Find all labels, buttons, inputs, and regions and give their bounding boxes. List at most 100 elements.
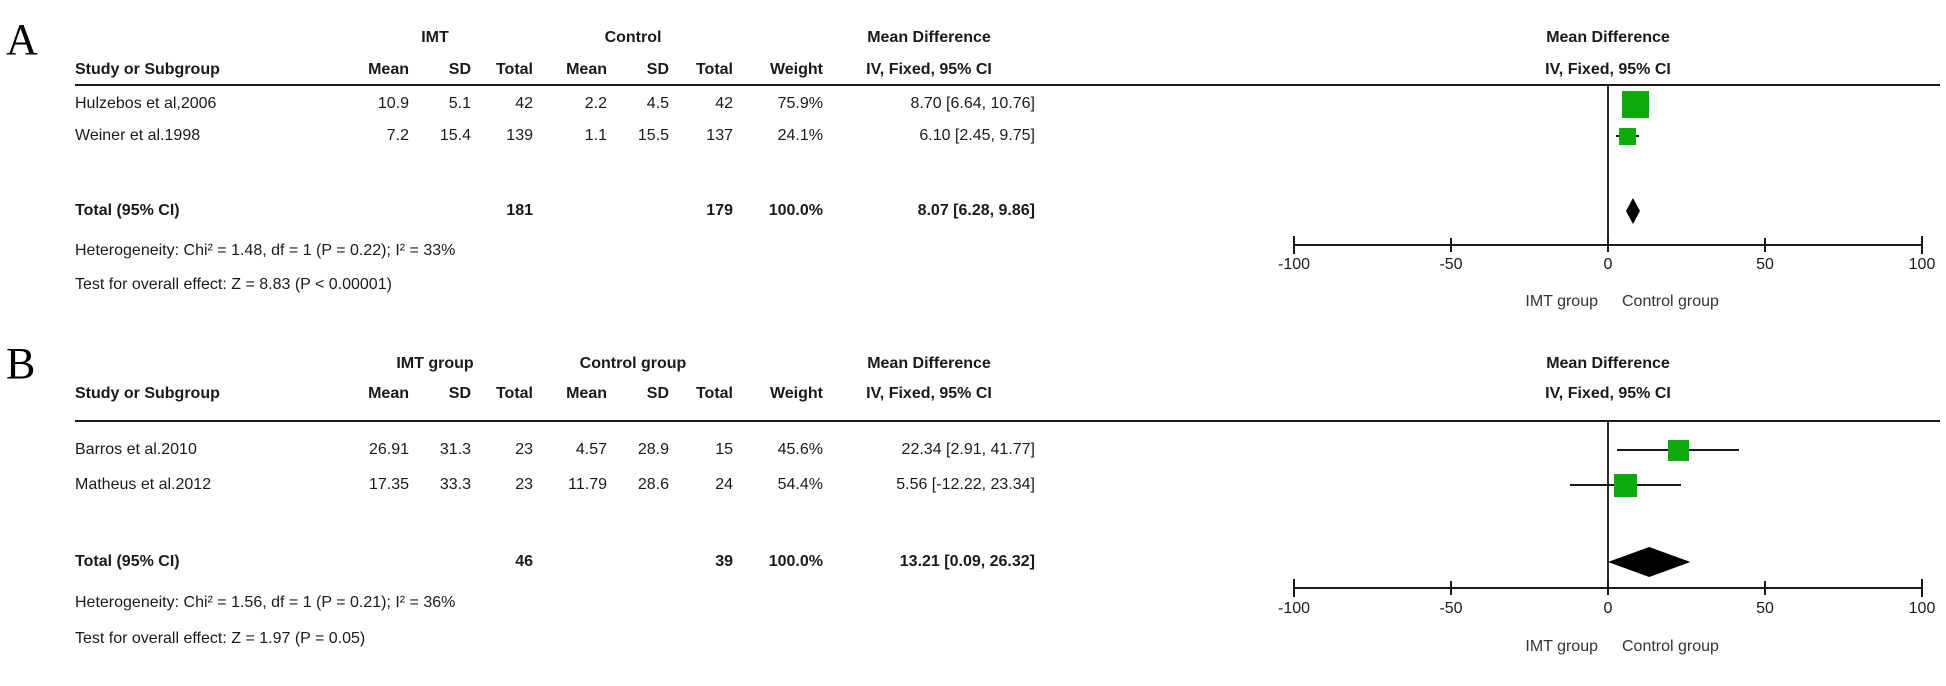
col-weight-header: Weight [769, 385, 823, 402]
study-weight: 45.6% [777, 441, 823, 458]
axis-tick [1450, 238, 1452, 252]
imt-total: 23 [515, 476, 533, 493]
effect-square [1667, 439, 1689, 461]
spacer [733, 352, 823, 376]
axis-left-group-label: IMT group [1525, 293, 1598, 310]
control-total-sum: 39 [715, 553, 733, 570]
imt-sd: 5.1 [448, 95, 471, 112]
column-header-row: Study or Subgroup Mean SD Total Mean SD … [75, 58, 1035, 82]
imt-total: 23 [515, 441, 533, 458]
mean-difference-ci: 6.10 [2.45, 9.75] [919, 127, 1035, 144]
plot-header: Mean Difference IV, Fixed, 95% CI [1545, 26, 1671, 82]
axis-tick-label: -100 [1277, 256, 1311, 273]
axis-tick-label: 0 [1603, 600, 1613, 617]
study-weight: 75.9% [777, 95, 823, 112]
header-underline [75, 84, 1940, 86]
col-total-header: Total [495, 385, 533, 402]
table-row-study: Weiner et al.1998 7.2 15.4 139 1.1 15.5 … [75, 124, 1035, 148]
study-name: Weiner et al.1998 [75, 127, 201, 144]
total-weight: 100.0% [768, 202, 823, 219]
control-total: 24 [715, 476, 733, 493]
axis-right-group-label: Control group [1622, 293, 1719, 310]
spacer [75, 352, 337, 376]
imt-mean: 26.91 [368, 441, 409, 458]
group1-header: IMT [421, 29, 449, 46]
axis-tick-label: 100 [1908, 600, 1936, 617]
study-name: Hulzebos et al,2006 [75, 95, 217, 112]
table-row-study: Matheus et al.2012 17.35 33.3 23 11.79 2… [75, 473, 1035, 497]
col-study-header: Study or Subgroup [75, 385, 220, 402]
col-mean-header: Mean [368, 385, 409, 402]
forest-plot-area: Mean Difference IV, Fixed, 95% CI -100 -5… [1278, 0, 1935, 330]
mean-difference-ci: 8.70 [6.64, 10.76] [910, 95, 1035, 112]
axis-tick [1607, 581, 1609, 595]
total-label: Total (95% CI) [75, 202, 180, 219]
total-mean-difference-ci: 13.21 [0.09, 26.32] [899, 553, 1035, 570]
imt-sd: 15.4 [439, 127, 471, 144]
col-total-header: Total [695, 385, 733, 402]
imt-total: 139 [506, 127, 533, 144]
axis-tick [1764, 581, 1766, 595]
panel-label: B [6, 339, 36, 388]
axis-right-group-label: Control group [1622, 638, 1719, 655]
axis-tick-label: -100 [1277, 600, 1311, 617]
total-weight: 100.0% [768, 553, 823, 570]
col-ci-header: IV, Fixed, 95% CI [866, 61, 992, 78]
spacer [409, 199, 471, 223]
axis-tick [1764, 238, 1766, 252]
imt-total-sum: 181 [506, 202, 533, 219]
axis-tick-label: 0 [1603, 256, 1613, 273]
panel-B: B IMT group Control group Mean Differenc… [0, 330, 1946, 686]
axis-tick [1607, 238, 1609, 252]
zero-line [1607, 84, 1609, 245]
header-underline [75, 420, 1940, 422]
forest-plot-area: Mean Difference IV, Fixed, 95% CI -100 -5… [1278, 330, 1935, 686]
control-mean: 2.2 [584, 95, 607, 112]
col-mean-header: Mean [566, 61, 607, 78]
zero-line [1607, 420, 1609, 588]
spacer [337, 550, 409, 574]
spacer [533, 550, 607, 574]
group-header-row: IMT group Control group Mean Difference [75, 352, 1035, 376]
control-total: 42 [715, 95, 733, 112]
axis-tick-label: -50 [1439, 600, 1463, 617]
study-name: Matheus et al.2012 [75, 476, 212, 493]
control-sd: 15.5 [637, 127, 669, 144]
control-mean: 1.1 [584, 127, 607, 144]
col-sd-header: SD [448, 385, 471, 402]
control-mean: 11.79 [568, 476, 607, 493]
plot-ci-header: IV, Fixed, 95% CI [1545, 61, 1671, 78]
plot-effect-header: Mean Difference [1546, 355, 1670, 372]
total-label: Total (95% CI) [75, 553, 180, 570]
control-total: 15 [715, 441, 733, 458]
heterogeneity-note: Heterogeneity: Chi² = 1.56, df = 1 (P = … [75, 594, 456, 611]
mean-difference-ci: 22.34 [2.91, 41.77] [901, 441, 1035, 458]
effect-header: Mean Difference [867, 29, 991, 46]
axis-tick [1293, 236, 1295, 254]
spacer [733, 26, 823, 50]
imt-sd: 31.3 [439, 441, 471, 458]
spacer [75, 26, 337, 50]
control-total-sum: 179 [706, 202, 733, 219]
study-weight: 24.1% [777, 127, 823, 144]
col-sd-header: SD [448, 61, 471, 78]
group2-header: Control [604, 29, 662, 46]
col-ci-header: IV, Fixed, 95% CI [866, 385, 992, 402]
spacer [533, 199, 607, 223]
control-mean: 4.57 [575, 441, 607, 458]
study-name: Barros et al.2010 [75, 441, 197, 458]
total-mean-difference-ci: 8.07 [6.28, 9.86] [917, 202, 1035, 219]
axis-tick-label: 100 [1908, 256, 1936, 273]
group1-header: IMT group [396, 355, 474, 372]
col-sd-header: SD [646, 385, 669, 402]
effect-square [1621, 90, 1649, 118]
axis-tick [1921, 236, 1923, 254]
column-header-row: Study or Subgroup Mean SD Total Mean SD … [75, 382, 1035, 406]
axis-left-group-label: IMT group [1525, 638, 1598, 655]
total-diamond [1608, 547, 1691, 577]
plot-effect-header: Mean Difference [1546, 29, 1670, 46]
plot-ci-header: IV, Fixed, 95% CI [1545, 385, 1671, 402]
overall-effect-note: Test for overall effect: Z = 8.83 (P < 0… [75, 276, 392, 293]
mean-difference-ci: 5.56 [-12.22, 23.34] [896, 476, 1035, 493]
